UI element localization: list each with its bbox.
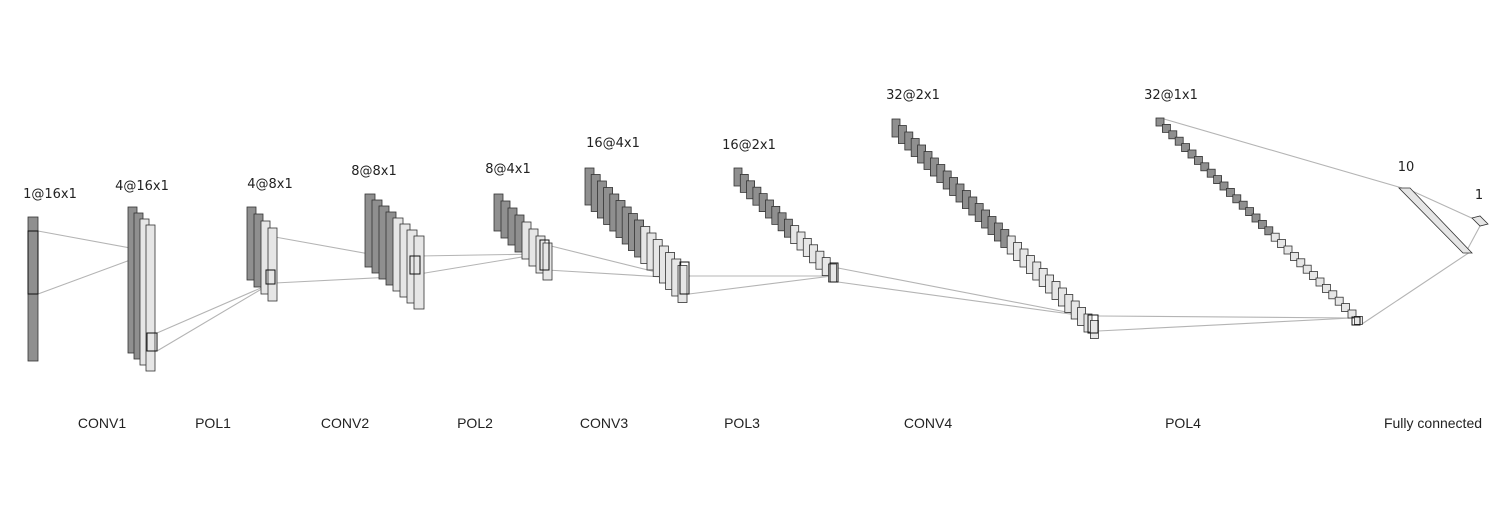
fc1-neurons <box>1398 187 1473 254</box>
pol4-feature-map <box>1181 143 1190 153</box>
conv1-to-pol1-line <box>156 283 271 352</box>
conv2-layer-label: CONV2 <box>320 415 370 431</box>
pol3-kernel-window <box>829 262 839 283</box>
pol4-feature-map <box>1258 219 1267 229</box>
conv3-to-pol3-line <box>688 275 833 295</box>
pol4-kernel-window <box>1351 316 1361 326</box>
conv1-kernel-window <box>146 332 158 352</box>
conv1-dimension-label: 4@16x1 <box>115 179 169 194</box>
pol1-layer-label: POL1 <box>195 415 231 431</box>
pol2-stack <box>493 193 553 281</box>
pol4-feature-map <box>1354 315 1363 325</box>
pol4-feature-map <box>1296 258 1306 268</box>
fc1-dimension-label: 10 <box>1397 160 1415 175</box>
conv3-layer-label: CONV3 <box>579 415 629 431</box>
conv4-feature-map <box>1090 320 1099 339</box>
conv2-feature-map <box>413 235 425 310</box>
conv4-to-pol4-line <box>1097 317 1353 332</box>
conv2-dimension-label: 8@8x1 <box>351 164 397 179</box>
pol4-feature-map <box>1168 130 1178 140</box>
pol4-feature-map <box>1187 149 1197 159</box>
fc2-dimension-label: 1 <box>1474 188 1484 203</box>
pol2-kernel-window <box>539 239 550 271</box>
conv2-to-pol2-line <box>418 253 541 275</box>
pol2-feature-map <box>542 242 553 281</box>
pol4-feature-map <box>1322 283 1331 293</box>
conv4-layer-label: CONV4 <box>903 415 953 431</box>
pol4-feature-map <box>1341 303 1350 313</box>
conv1-stack <box>127 206 158 372</box>
pol4-feature-map <box>1290 251 1299 261</box>
conv1-layer-label: CONV1 <box>77 415 127 431</box>
pol4-feature-map <box>1232 194 1242 204</box>
conv2-kernel-window <box>409 255 421 275</box>
conv2-stack <box>364 193 425 310</box>
pol4-dimension-label: 32@1x1 <box>1144 88 1198 103</box>
conv4-stack <box>891 118 1099 339</box>
conv4-dimension-label: 32@2x1 <box>886 88 940 103</box>
pol3-layer-label: POL3 <box>724 415 760 431</box>
pol1-dimension-label: 4@8x1 <box>247 177 293 192</box>
pol4-stack <box>1155 117 1363 326</box>
pol4-feature-map <box>1245 207 1254 217</box>
pol1-kernel-window <box>265 269 276 285</box>
pol4-feature-map <box>1264 226 1274 236</box>
pol4-feature-map <box>1328 290 1338 300</box>
pol4-feature-map <box>1200 162 1210 172</box>
pol4-feature-map <box>1162 124 1171 133</box>
pol4-feature-map <box>1194 155 1203 165</box>
fc2-output-neuron <box>1471 215 1489 227</box>
pol4-feature-map <box>1155 117 1165 127</box>
conv1-to-pol1-line <box>156 283 271 334</box>
conv3-stack <box>584 167 690 303</box>
pol4-layer-label: POL4 <box>1165 415 1201 431</box>
conv2-to-pol2-line <box>418 253 541 257</box>
input-feature-map <box>27 216 39 362</box>
pol4-feature-map <box>1206 168 1216 178</box>
conv1-feature-map <box>145 224 156 372</box>
pol4-feature-map <box>1302 264 1312 274</box>
conv4-to-pol4-line <box>1097 315 1353 319</box>
pol4-feature-map <box>1213 175 1222 185</box>
pol2-dimension-label: 8@4x1 <box>485 162 531 177</box>
fc-to-output-line <box>1465 225 1481 253</box>
conv3-feature-map <box>677 265 688 303</box>
pol4-feature-map <box>1238 200 1248 210</box>
input-dimension-label: 1@16x1 <box>23 187 77 202</box>
pol4-feature-map <box>1334 296 1344 306</box>
pol4-to-fc-line <box>1163 118 1403 189</box>
pol3-dimension-label: 16@2x1 <box>722 138 776 153</box>
pol4-feature-map <box>1277 239 1286 249</box>
feature-map-stacks <box>27 117 1489 372</box>
pol3-stack <box>733 167 839 283</box>
fully-connected-stack <box>1398 187 1489 254</box>
pol2-layer-label: POL2 <box>457 415 493 431</box>
pol3-to-conv4-line <box>837 281 1093 318</box>
conv3-dimension-label: 16@4x1 <box>586 136 640 151</box>
pol4-feature-map <box>1219 181 1229 191</box>
input-kernel-window <box>27 230 39 295</box>
conv4-kernel-window <box>1087 314 1099 334</box>
pol4-feature-map <box>1283 245 1293 255</box>
connector-lines <box>37 118 1481 352</box>
pol3-to-conv4-line <box>837 267 1093 318</box>
pol4-feature-map <box>1251 213 1261 223</box>
pol4-feature-map <box>1315 277 1325 287</box>
pol4-feature-map <box>1174 136 1184 146</box>
pol4-feature-map <box>1270 232 1280 242</box>
pol4-feature-map <box>1309 271 1318 281</box>
conv3-kernel-window <box>679 261 690 295</box>
input-stack <box>27 216 39 362</box>
fc-to-output-line <box>1409 189 1477 221</box>
pol1-feature-map <box>267 227 278 302</box>
pol4-to-fc-line <box>1361 251 1471 325</box>
pol1-stack <box>246 206 278 302</box>
pol4-feature-map <box>1226 187 1235 197</box>
fully-connected-layer-label: Fully connected <box>1383 415 1483 431</box>
